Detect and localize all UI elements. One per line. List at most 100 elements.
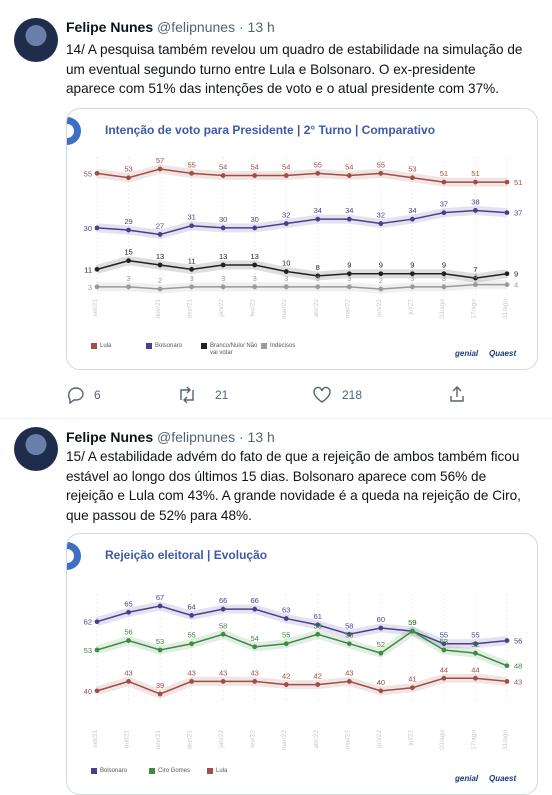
point [220,679,226,684]
point [346,641,352,647]
data-label: 3 [347,274,351,283]
legend-item: Ciro Gomes [149,768,206,775]
data-label: 56 [124,628,132,637]
x-tick-label: jul/22 [407,299,414,316]
point [315,622,321,628]
data-label: 37 [440,200,448,209]
point [504,179,510,185]
divider [0,418,552,419]
point [126,227,131,233]
point [126,638,131,643]
point [441,210,447,216]
legend-item: Indecisos [261,343,318,350]
data-label: 7 [473,265,477,274]
data-label: 32 [282,211,290,220]
legend-item: Branco/Nulo/ Não vai votar [201,343,258,357]
data-label: 56 [514,637,522,646]
logo: genial [455,349,479,358]
avatar[interactable] [14,427,58,471]
legend-label: Indecisos [270,343,296,349]
retweet-icon[interactable] [176,386,198,404]
data-label: 58 [314,621,322,630]
like-count: 218 [342,388,363,402]
point [94,688,100,694]
author-name[interactable]: Felipe Nunes [66,19,154,35]
retweet-count: 21 [215,388,229,402]
x-tick-label: set/21 [92,299,99,317]
data-label: 2 [379,276,383,285]
point [252,284,258,290]
point [378,286,384,292]
chart: Intenção de voto para Presidente | 2° Tu… [67,117,522,319]
reply-icon[interactable] [66,386,86,404]
point [315,682,321,687]
point [252,644,258,650]
data-label: 34 [408,206,416,215]
share-icon[interactable] [448,385,466,403]
x-tick-label: jan/22 [218,299,225,318]
data-label: 51 [471,169,479,178]
text-line: rejeição e Lula com 43%. A grande novida… [66,488,521,503]
avatar[interactable] [14,18,58,62]
timestamp[interactable]: 13 h [247,429,275,445]
chart-card[interactable]: Intenção de voto para Presidente | 2° Tu… [66,108,538,370]
data-label: 3 [316,274,320,283]
point [94,266,100,272]
data-label: 38 [471,197,479,206]
data-label: 8 [316,263,320,272]
x-tick-label: mai/22 [344,730,351,750]
tweet-header: Felipe Nunes @felipnunes · 13 h [66,19,275,35]
point [409,628,415,634]
point [441,675,447,681]
point [504,210,510,216]
data-label: 40 [377,678,385,687]
point [473,179,478,185]
x-tick-label: mar/22 [281,730,288,751]
data-label: 55 [377,160,385,169]
point [315,284,321,290]
author-name[interactable]: Felipe Nunes [66,429,154,445]
like-icon[interactable] [312,386,332,404]
legend-label: Ciro Gomes [158,768,191,774]
author-handle[interactable]: @felipnunes [157,19,236,35]
timestamp[interactable]: 13 h [247,19,275,35]
line [96,168,507,183]
data-label: 9 [410,261,414,270]
legend-label: Lula [100,343,112,349]
data-label: 48 [514,662,522,671]
point [315,170,321,176]
data-label: 62 [84,618,92,627]
x-tick-label: fev/22 [250,730,257,748]
data-label: 55 [314,160,322,169]
data-label: 43 [514,677,522,686]
data-label: 40 [84,687,92,696]
brand-mark-inner [67,124,74,138]
author-handle[interactable]: @felipnunes [157,429,236,445]
x-tick-label: mai/22 [344,299,351,319]
point [346,284,352,290]
data-label: 55 [84,169,92,178]
logo: Quaest [489,349,517,358]
x-tick-label: jan/22 [218,730,225,749]
point [126,258,131,264]
point [220,262,226,268]
chart-title: Rejeição eleitoral | Evolução [105,548,267,562]
legend-item: Lula [91,343,148,350]
x-tick-label: 03/ago [439,299,446,319]
point [94,225,100,231]
data-label: 34 [345,206,353,215]
point [378,271,384,277]
legend-swatch [91,768,97,774]
data-label: 11 [84,265,92,274]
data-label: 32 [377,211,385,220]
text-line: que passou de 52% para 48%. [66,507,252,523]
data-label: 55 [345,631,353,640]
data-label: 63 [282,606,290,615]
point [220,284,226,290]
legend-swatch [207,768,213,774]
legend-swatch [201,343,207,349]
point [409,271,415,277]
data-label: 42 [314,672,322,681]
chart-card[interactable]: Rejeição eleitoral | Evolução set/21 out/2… [66,533,538,795]
data-label: 52 [377,640,385,649]
